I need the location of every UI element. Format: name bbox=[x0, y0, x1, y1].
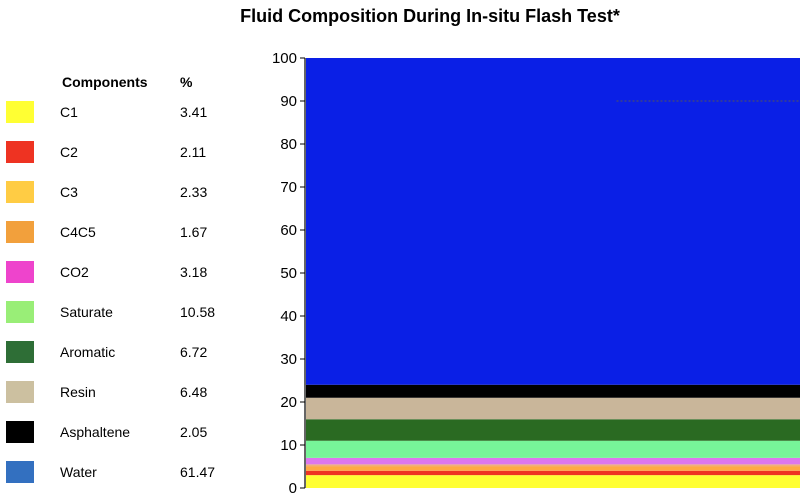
series-area-c3 bbox=[306, 466, 800, 471]
legend-swatch-asphaltene bbox=[6, 421, 34, 443]
series-areas bbox=[306, 58, 800, 488]
series-area-aromatic bbox=[306, 419, 800, 441]
series-area-c1 bbox=[306, 475, 800, 488]
legend-swatch-aromatic bbox=[6, 341, 34, 363]
series-area-saturate bbox=[306, 440, 800, 458]
legend-value-c1: 3.41 bbox=[180, 104, 208, 120]
legend-swatch-c2 bbox=[6, 141, 34, 163]
legend-value-c2: 2.11 bbox=[180, 144, 207, 160]
y-tick-label: 20 bbox=[280, 394, 297, 411]
legend-value-water: 61.47 bbox=[180, 464, 216, 480]
legend-item-saturate: Saturate 10.58 bbox=[0, 298, 240, 326]
legend-value-c4c5: 1.67 bbox=[180, 224, 208, 240]
y-tick-label: 40 bbox=[280, 308, 297, 325]
legend-value-c3: 2.33 bbox=[180, 184, 208, 200]
chart-title: Fluid Composition During In-situ Flash T… bbox=[240, 6, 620, 26]
series-area-co2 bbox=[306, 457, 800, 465]
legend-item-c1: C1 3.41 bbox=[0, 98, 240, 126]
legend-swatch-water bbox=[6, 461, 34, 483]
legend-header-percent: % bbox=[180, 74, 193, 90]
legend-label-c4c5: C4C5 bbox=[60, 224, 96, 240]
legend-value-saturate: 10.58 bbox=[180, 304, 216, 320]
y-tick-label: 60 bbox=[280, 222, 297, 239]
y-tick-label: 70 bbox=[280, 179, 297, 196]
legend-label-resin: Resin bbox=[60, 384, 96, 400]
legend-label-water: Water bbox=[60, 464, 97, 480]
y-tick-label: 0 bbox=[289, 480, 297, 496]
y-tick-label: 30 bbox=[280, 351, 297, 368]
legend-item-c2: C2 2.11 bbox=[0, 138, 240, 166]
y-axis: 0 10 20 30 40 50 60 70 80 90 100 bbox=[272, 50, 306, 496]
series-area-water bbox=[306, 58, 800, 385]
series-area-asphaltene bbox=[306, 384, 800, 398]
legend-item-co2: CO2 3.18 bbox=[0, 258, 240, 286]
legend-swatch-co2 bbox=[6, 261, 34, 283]
series-area-resin bbox=[306, 397, 800, 420]
y-tick-label: 90 bbox=[280, 93, 297, 110]
legend-value-asphaltene: 2.05 bbox=[180, 424, 208, 440]
legend-item-c3: C3 2.33 bbox=[0, 178, 240, 206]
legend-value-aromatic: 6.72 bbox=[180, 344, 208, 360]
legend-swatch-resin bbox=[6, 381, 34, 403]
legend-value-resin: 6.48 bbox=[180, 384, 208, 400]
legend-value-co2: 3.18 bbox=[180, 264, 208, 280]
legend-label-co2: CO2 bbox=[60, 264, 89, 280]
y-tick-label: 100 bbox=[272, 50, 297, 67]
legend-item-c4c5: C4C5 1.67 bbox=[0, 218, 240, 246]
legend-label-c2: C2 bbox=[60, 144, 78, 160]
legend-item-resin: Resin 6.48 bbox=[0, 378, 240, 406]
legend-label-saturate: Saturate bbox=[60, 304, 113, 320]
legend-header-components: Components bbox=[62, 74, 148, 90]
legend-item-aromatic: Aromatic 6.72 bbox=[0, 338, 240, 366]
series-area-c2 bbox=[306, 470, 800, 476]
legend-label-c3: C3 bbox=[60, 184, 78, 200]
legend-label-aromatic: Aromatic bbox=[60, 344, 116, 360]
legend-swatch-c3 bbox=[6, 181, 34, 203]
legend-label-c1: C1 bbox=[60, 104, 78, 120]
legend-swatch-c4c5 bbox=[6, 221, 34, 243]
legend: Components % C1 3.41 C2 2.11 C3 2.33 C4C… bbox=[0, 70, 240, 490]
legend-label-asphaltene: Asphaltene bbox=[60, 424, 131, 440]
y-tick-label: 50 bbox=[280, 265, 297, 282]
y-tick-label: 80 bbox=[280, 136, 297, 153]
y-tick-label: 10 bbox=[280, 437, 297, 454]
series-area-c4c5 bbox=[306, 464, 800, 467]
legend-item-asphaltene: Asphaltene 2.05 bbox=[0, 418, 240, 446]
legend-swatch-saturate bbox=[6, 301, 34, 323]
legend-item-water: Water 61.47 bbox=[0, 458, 240, 486]
legend-swatch-c1 bbox=[6, 101, 34, 123]
